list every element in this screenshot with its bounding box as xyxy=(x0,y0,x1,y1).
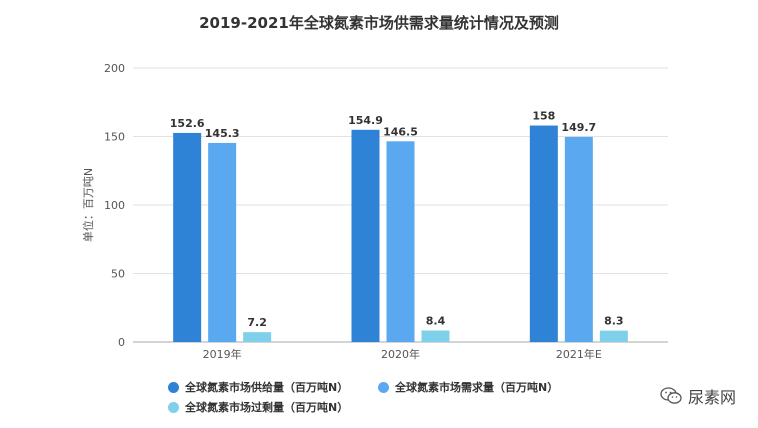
bar xyxy=(208,142,237,342)
bar xyxy=(599,330,628,342)
data-label: 152.6 xyxy=(170,117,205,130)
data-label: 146.5 xyxy=(383,125,418,138)
legend-label: 全球氮素市场过剩量（百万吨N） xyxy=(185,401,349,414)
y-tick-label: 0 xyxy=(118,336,125,349)
legend-swatch xyxy=(168,401,179,413)
data-label: 7.2 xyxy=(247,316,267,329)
source-watermark: 尿素网 xyxy=(660,384,736,408)
bar xyxy=(421,330,450,342)
legend-label: 全球氮素市场供给量（百万吨N） xyxy=(185,381,349,394)
data-label: 149.7 xyxy=(561,121,596,134)
chart-title: 2019-2021年全球氮素市场供需求量统计情况及预测 xyxy=(199,14,559,32)
watermark-text: 尿素网 xyxy=(687,388,736,407)
x-tick-label: 2021年E xyxy=(556,347,602,361)
y-axis-ticks: 0 50 100 150 200 xyxy=(104,62,125,349)
y-tick-label: 100 xyxy=(104,199,125,212)
x-axis-ticks: 2019年 2020年 2021年E xyxy=(203,347,602,361)
y-tick-label: 150 xyxy=(104,131,125,144)
x-tick-label: 2019年 xyxy=(203,347,242,361)
bar xyxy=(351,129,380,342)
y-tick-label: 200 xyxy=(104,62,125,75)
bar xyxy=(564,136,593,342)
bar xyxy=(529,125,558,342)
legend-swatch xyxy=(168,381,179,393)
bar xyxy=(243,332,272,342)
wechat-icon xyxy=(660,387,682,404)
bar xyxy=(173,132,202,342)
data-label: 145.3 xyxy=(205,127,240,140)
legend-item: 全球氮素市场需求量（百万吨N） xyxy=(378,379,558,395)
data-label: 158 xyxy=(532,110,555,123)
bar xyxy=(386,141,415,342)
data-label: 8.3 xyxy=(604,315,624,328)
legend-label: 全球氮素市场需求量（百万吨N） xyxy=(395,381,559,394)
legend-item: 全球氮素市场过剩量（百万吨N） xyxy=(168,399,348,415)
data-label: 154.9 xyxy=(348,114,383,127)
legend-item: 全球氮素市场供给量（百万吨N） xyxy=(168,379,348,395)
bars xyxy=(173,125,628,342)
x-tick-label: 2020年 xyxy=(381,347,420,361)
data-label: 8.4 xyxy=(426,314,446,327)
legend-swatch xyxy=(378,381,389,393)
y-tick-label: 50 xyxy=(111,268,125,281)
y-axis-label: 单位：百万吨N xyxy=(81,168,95,242)
